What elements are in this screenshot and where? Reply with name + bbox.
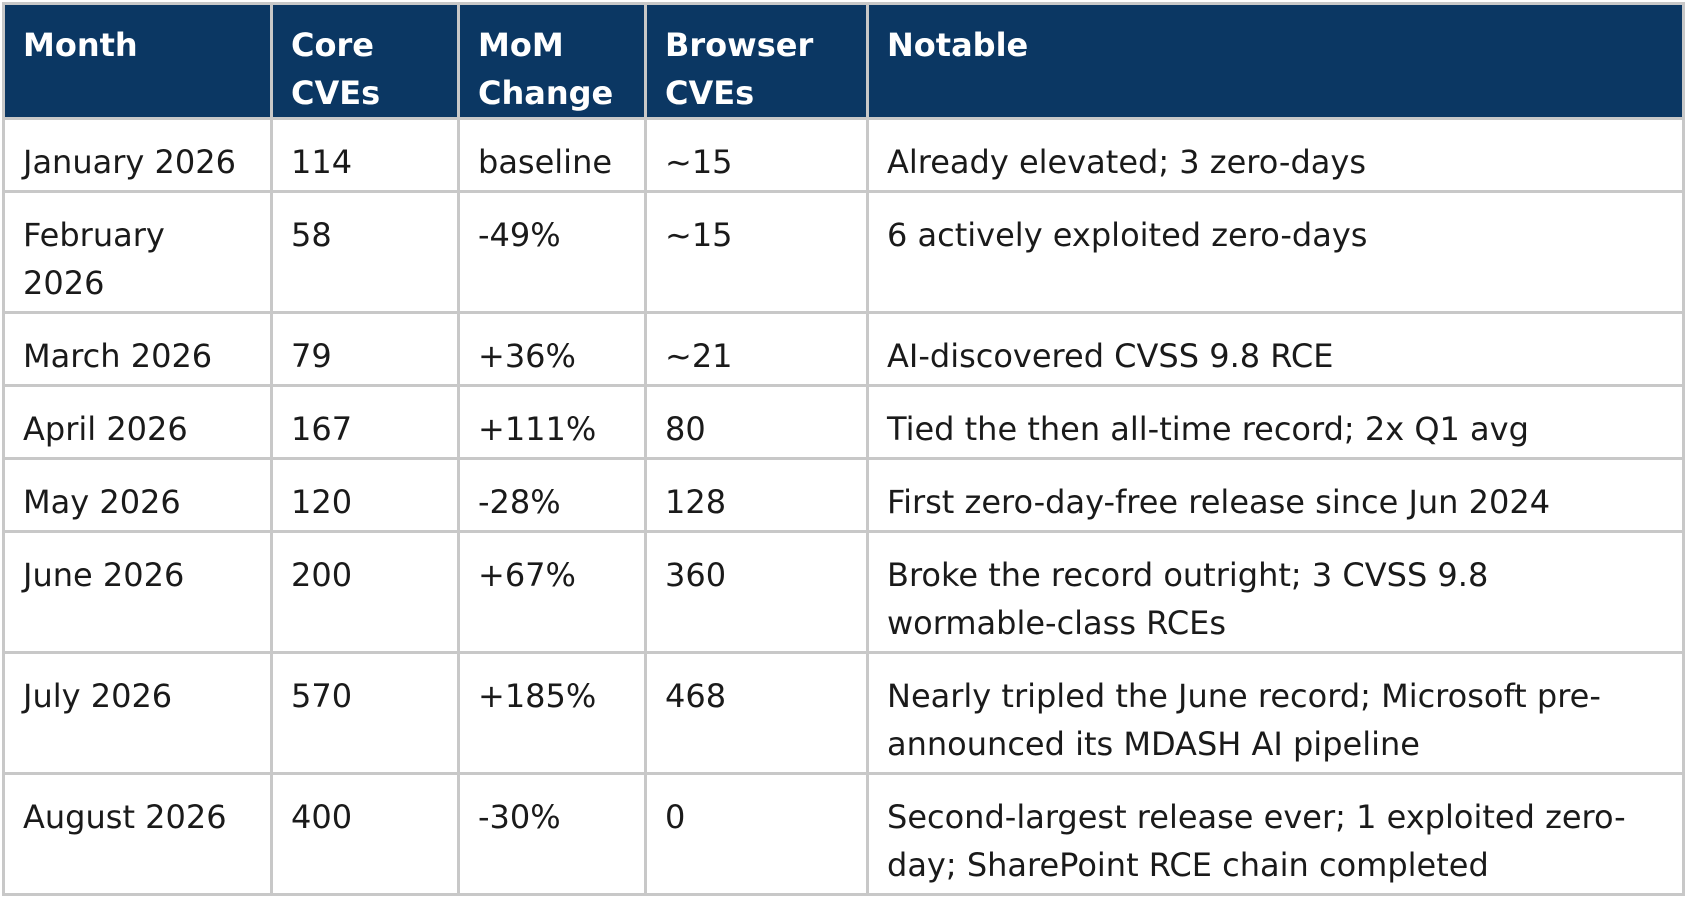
cell-mom-change: -30%: [457, 772, 647, 896]
header-browser-cves-line2: CVEs: [665, 74, 755, 112]
cell-notable: Nearly tripled the June record; Microsof…: [866, 651, 1685, 775]
cell-core-cves: 570: [270, 651, 460, 775]
cell-core-cves: 200: [270, 530, 460, 654]
header-browser-cves-line1: Browser: [665, 26, 814, 64]
cell-mom-change: -28%: [457, 457, 647, 533]
cell-core-cves: 114: [270, 117, 460, 193]
cell-mom-change: -49%: [457, 190, 647, 314]
table-row: May 2026 120 -28% 128 First zero-day-fre…: [2, 457, 1685, 533]
cell-browser-cves: 128: [644, 457, 869, 533]
table-row: February 2026 58 -49% ~15 6 actively exp…: [2, 190, 1685, 314]
cell-notable: Broke the record outright; 3 CVSS 9.8 wo…: [866, 530, 1685, 654]
cell-core-cves: 120: [270, 457, 460, 533]
cell-browser-cves: 360: [644, 530, 869, 654]
cell-core-cves: 79: [270, 311, 460, 387]
table-row: June 2026 200 +67% 360 Broke the record …: [2, 530, 1685, 654]
cell-month: May 2026: [2, 457, 273, 533]
table-header: Month Core CVEs MoM Change Browser CVEs Not…: [2, 2, 1685, 120]
cell-notable: Tied the then all-time record; 2x Q1 avg: [866, 384, 1685, 460]
cell-month: June 2026: [2, 530, 273, 654]
header-notable: Notable: [866, 2, 1685, 120]
cell-mom-change: baseline: [457, 117, 647, 193]
cell-notable: Already elevated; 3 zero-days: [866, 117, 1685, 193]
header-month-label: Month: [23, 26, 138, 64]
header-core-cves: Core CVEs: [270, 2, 460, 120]
cell-browser-cves: ~15: [644, 117, 869, 193]
table-row: July 2026 570 +185% 468 Nearly tripled t…: [2, 651, 1685, 775]
cell-notable: AI-discovered CVSS 9.8 RCE: [866, 311, 1685, 387]
cell-mom-change: +36%: [457, 311, 647, 387]
cell-core-cves: 58: [270, 190, 460, 314]
cell-notable: 6 actively exploited zero-days: [866, 190, 1685, 314]
cell-month: January 2026: [2, 117, 273, 193]
cell-notable: Second-largest release ever; 1 exploited…: [866, 772, 1685, 896]
cell-browser-cves: 0: [644, 772, 869, 896]
cell-browser-cves: ~15: [644, 190, 869, 314]
cell-month: March 2026: [2, 311, 273, 387]
header-mom-change-line1: MoM: [478, 26, 564, 64]
header-row: Month Core CVEs MoM Change Browser CVEs Not…: [2, 2, 1685, 120]
header-mom-change-line2: Change: [478, 74, 614, 112]
cell-month: April 2026: [2, 384, 273, 460]
table-row: August 2026 400 -30% 0 Second-largest re…: [2, 772, 1685, 896]
cell-month: July 2026: [2, 651, 273, 775]
table-row: March 2026 79 +36% ~21 AI-discovered CVS…: [2, 311, 1685, 387]
header-month: Month: [2, 2, 273, 120]
table-row: January 2026 114 baseline ~15 Already el…: [2, 117, 1685, 193]
cell-mom-change: +185%: [457, 651, 647, 775]
cell-month: August 2026: [2, 772, 273, 896]
header-core-cves-line2: CVEs: [291, 74, 381, 112]
cell-core-cves: 400: [270, 772, 460, 896]
cell-browser-cves: 80: [644, 384, 869, 460]
header-core-cves-line1: Core: [291, 26, 374, 64]
cell-mom-change: +111%: [457, 384, 647, 460]
cell-notable: First zero-day-free release since Jun 20…: [866, 457, 1685, 533]
table-body: January 2026 114 baseline ~15 Already el…: [2, 117, 1685, 896]
header-browser-cves: Browser CVEs: [644, 2, 869, 120]
header-notable-label: Notable: [887, 26, 1029, 64]
cell-browser-cves: ~21: [644, 311, 869, 387]
cell-core-cves: 167: [270, 384, 460, 460]
cell-month: February 2026: [2, 190, 273, 314]
table-row: April 2026 167 +111% 80 Tied the then al…: [2, 384, 1685, 460]
cell-browser-cves: 468: [644, 651, 869, 775]
cell-mom-change: +67%: [457, 530, 647, 654]
header-mom-change: MoM Change: [457, 2, 647, 120]
